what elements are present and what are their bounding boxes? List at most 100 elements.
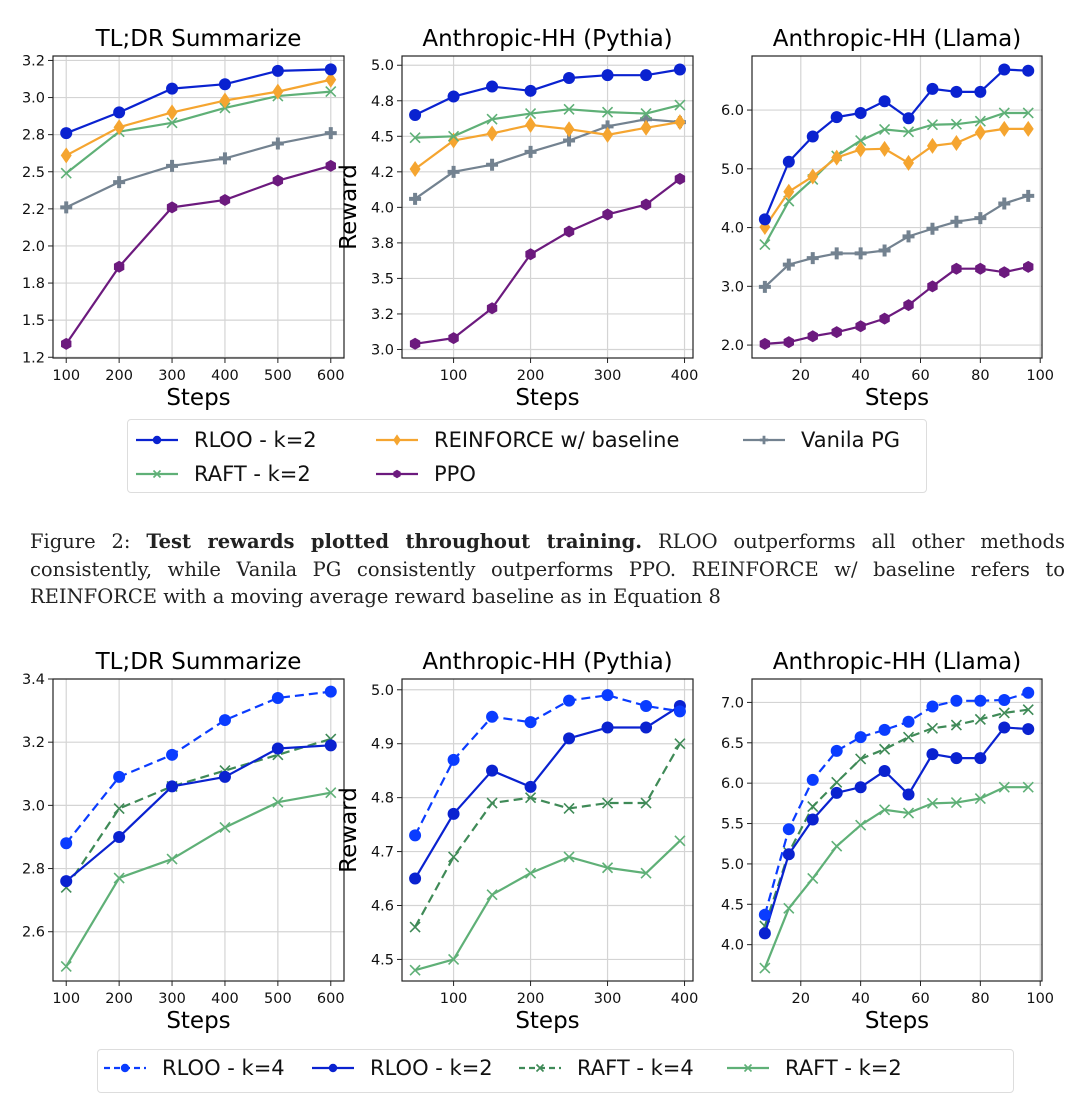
x-tick-label: 100 [440,991,468,1007]
marker-circle [218,714,231,727]
marker-hexagon [166,201,178,214]
marker-x [524,107,537,120]
marker-x [950,796,962,809]
marker-x [486,889,498,901]
marker-circle [1022,686,1035,699]
marker-x [448,851,460,863]
series-raft-k-2 [60,86,337,179]
marker-x [974,713,986,725]
marker-circle [878,765,891,778]
y-tick-label: 1.5 [22,313,45,329]
series-reinforce-w-baseline [409,114,686,177]
marker-x [674,99,686,111]
marker-plus [218,152,231,165]
marker-x [272,796,284,808]
legend-item: Vanila PG [741,426,900,454]
marker-plus [324,127,337,140]
y-tick-label: 3.2 [22,735,45,751]
y-tick-label: 4.8 [371,94,394,110]
marker-x [950,719,962,731]
x-tick-label: 100 [1026,991,1054,1007]
marker-diamond [807,168,819,185]
series-rloo-k-4 [758,686,1035,921]
legend-label: RAFT - k=4 [577,1056,694,1080]
marker-hexagon [674,172,686,185]
chart-title: Anthropic-HH (Llama) [773,26,1022,52]
y-tick-label: 4.0 [721,938,744,954]
marker-x [974,792,986,805]
marker-x [640,107,652,120]
marker-x [902,731,915,743]
marker-plus [409,192,422,205]
series-line [65,164,332,345]
series-ppo [409,172,686,350]
legend-item: RLOO - k=2 [310,1054,493,1082]
marker-circle [328,1063,338,1073]
marker-x [1022,781,1034,793]
marker-hexagon [759,337,771,350]
series-rloo-k-2 [409,63,686,121]
marker-hexagon [975,262,986,275]
x-axis-label: Steps [865,1008,929,1034]
marker-diamond [393,434,401,446]
x-axis-label: Steps [865,385,929,411]
y-tick-label: 2.8 [22,128,45,144]
marker-circle [830,744,843,757]
legend-swatch-icon [743,435,785,445]
legend-label: RLOO - k=2 [194,428,317,452]
marker-plus [878,244,891,257]
marker-hexagon [272,174,284,187]
legend-item: RLOO - k=2 [134,426,317,454]
legend-label: RLOO - k=2 [370,1056,493,1080]
marker-circle [1022,723,1035,736]
marker-circle [1022,64,1035,77]
series-line [414,694,681,836]
marker-circle [950,694,963,707]
marker-plus [447,165,460,178]
series-line [415,103,681,139]
marker-plus [926,222,939,235]
marker-diamond [640,119,652,136]
marker-circle [563,732,576,745]
marker-hexagon [927,280,938,293]
marker-x [601,106,614,118]
marker-plus [902,230,915,243]
marker-diamond [903,154,915,171]
marker-circle [113,830,126,843]
x-tick-label: 100 [52,368,80,384]
marker-x [601,862,614,874]
marker-plus [271,137,284,150]
marker-x [831,840,843,852]
marker-diamond [879,140,891,157]
x-tick-label: 400 [211,991,239,1007]
y-tick-label: 1.2 [22,350,45,366]
marker-circle [113,106,126,119]
marker-circle [60,837,73,850]
marker-circle [782,848,795,861]
marker-circle [524,84,537,97]
marker-x [601,797,614,809]
series-line [414,68,681,116]
marker-circle [601,721,614,734]
series-vanila-pg [758,189,1035,293]
marker-hexagon [640,198,652,211]
series-raft-k-4 [409,738,686,933]
marker-circle [218,78,231,91]
legend-swatch-icon [312,1063,354,1073]
marker-x [759,962,771,974]
y-tick-label: 7.0 [721,695,744,711]
marker-x [879,743,891,755]
x-tick-label: 400 [671,991,699,1007]
marker-circle [950,85,963,98]
series-line [65,90,331,175]
marker-x [409,964,421,976]
series-line [414,120,681,170]
marker-diamond [831,149,843,166]
marker-x [807,872,819,885]
marker-circle [271,742,284,755]
y-tick-label: 2.5 [22,165,45,181]
series-raft-k-2 [759,781,1034,974]
legend-label: Vanila PG [801,428,901,452]
y-tick-label: 4.5 [371,129,394,145]
